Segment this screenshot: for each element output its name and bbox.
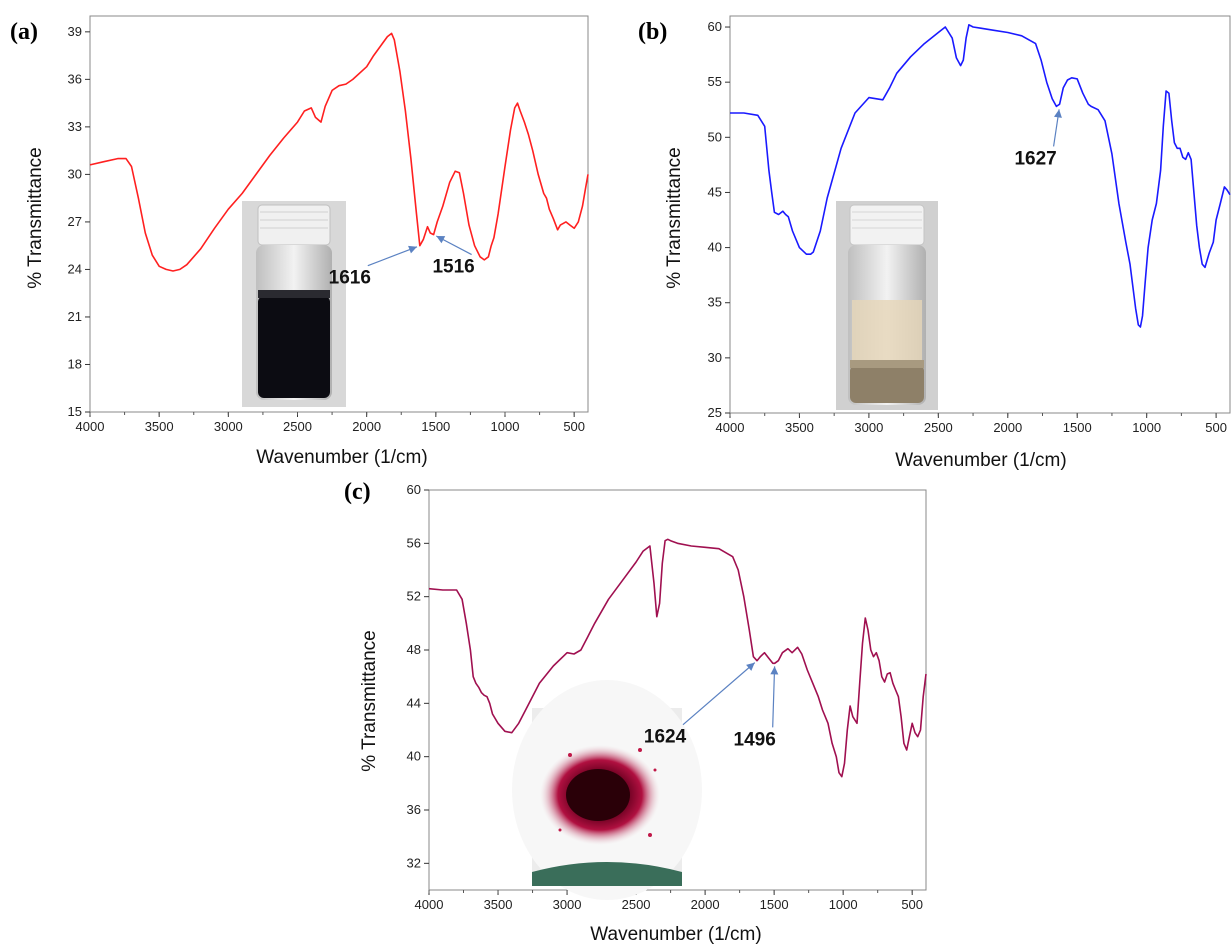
y-tick-label: 60 xyxy=(708,19,722,34)
y-tick-label: 18 xyxy=(68,356,82,371)
plot-border xyxy=(428,489,927,891)
y-tick-label: 15 xyxy=(68,404,82,419)
x-axis-title-c: Wavenumber (1/cm) xyxy=(590,924,761,945)
axis-ticks-b: 4000 3500 3000 2500 2000 1500 1000 500 25 30 35 40 4… xyxy=(708,19,1227,435)
x-tick-label: 500 xyxy=(1205,420,1227,435)
x-tick-label: 1000 xyxy=(829,897,858,912)
axis-ticks-a: 4000 3500 3000 2500 2000 1500 1000 500 15 18 21 24 2… xyxy=(68,24,585,434)
y-tick-label: 55 xyxy=(708,74,722,89)
y-tick-label: 33 xyxy=(68,119,82,134)
chart-panel-b: 4000 3500 3000 2500 2000 1500 1000 500 25 30 35 40 4… xyxy=(638,15,1231,471)
y-tick-label: 50 xyxy=(708,129,722,144)
x-tick-label: 2000 xyxy=(691,897,720,912)
panel-label-c: (c) xyxy=(344,479,371,505)
y-tick-label: 36 xyxy=(68,71,82,86)
y-tick-label: 25 xyxy=(708,405,722,420)
y-tick-label: 44 xyxy=(407,695,421,710)
x-tick-label: 4000 xyxy=(76,419,105,434)
y-tick-label: 32 xyxy=(407,855,421,870)
y-tick-label: 21 xyxy=(68,309,82,324)
x-tick-label: 3000 xyxy=(553,897,582,912)
y-tick-label: 48 xyxy=(407,642,421,657)
y-axis-title-b: % Transmittance xyxy=(664,147,685,289)
x-tick-label: 500 xyxy=(901,897,923,912)
x-tick-label: 3000 xyxy=(214,419,243,434)
plot-frame-c xyxy=(428,489,927,891)
axis-ticks-c: 4000 3500 3000 2500 2000 1500 1000 500 32 36 40 44 4… xyxy=(407,482,924,912)
annotation-arrow xyxy=(682,662,756,726)
y-tick-label: 27 xyxy=(68,214,82,229)
x-tick-label: 2500 xyxy=(924,420,953,435)
annotations-a: 1616 1516 xyxy=(329,235,475,289)
y-tick-label: 40 xyxy=(708,240,722,255)
y-tick-label: 30 xyxy=(708,350,722,365)
spectrum-line xyxy=(89,32,589,272)
y-tick-label: 24 xyxy=(68,261,82,276)
series-b xyxy=(730,24,1231,328)
chart-panel-c: 4000 3500 3000 2500 2000 1500 1000 500 32 36 40 44 4… xyxy=(344,479,927,945)
x-tick-label: 2500 xyxy=(622,897,651,912)
annotation-label: 1516 xyxy=(432,257,474,278)
x-tick-label: 1000 xyxy=(1132,420,1161,435)
annotation-label: 1616 xyxy=(329,268,371,289)
x-tick-label: 1500 xyxy=(421,419,450,434)
y-tick-label: 40 xyxy=(407,749,421,764)
y-tick-label: 36 xyxy=(407,802,421,817)
plot-frame-a xyxy=(89,15,589,413)
x-tick-label: 3000 xyxy=(854,420,883,435)
spectrum-line xyxy=(428,538,927,778)
y-tick-label: 60 xyxy=(407,482,421,497)
series-a xyxy=(89,32,589,272)
series-c xyxy=(428,538,927,778)
annotation-arrow xyxy=(772,666,776,728)
x-tick-label: 500 xyxy=(563,419,585,434)
plot-border xyxy=(729,15,1231,414)
y-tick-label: 52 xyxy=(407,589,421,604)
y-tick-label: 39 xyxy=(68,24,82,39)
x-tick-label: 1500 xyxy=(1063,420,1092,435)
spectrum-line xyxy=(730,24,1231,328)
annotation-arrowhead xyxy=(436,235,446,244)
x-tick-label: 1500 xyxy=(760,897,789,912)
x-tick-label: 3500 xyxy=(785,420,814,435)
x-axis-title-b: Wavenumber (1/cm) xyxy=(895,450,1066,471)
y-tick-label: 45 xyxy=(708,184,722,199)
x-tick-label: 4000 xyxy=(415,897,444,912)
plot-frame-b xyxy=(729,15,1231,414)
annotation-arrowhead xyxy=(408,245,417,254)
inset-photo-tan-powder-vial xyxy=(836,201,938,410)
x-tick-label: 3500 xyxy=(145,419,174,434)
y-tick-label: 35 xyxy=(708,295,722,310)
y-axis-title-a: % Transmittance xyxy=(25,147,46,289)
x-tick-label: 2500 xyxy=(283,419,312,434)
annotation-arrow xyxy=(367,246,418,267)
annotation-label: 1624 xyxy=(644,727,687,748)
inset-photo-red-dye-dish xyxy=(512,680,702,900)
inset-photo-black-powder-vial xyxy=(242,201,346,407)
x-tick-label: 4000 xyxy=(716,420,745,435)
chart-panel-a: 4000 3500 3000 2500 2000 1500 1000 500 15 18 21 24 2… xyxy=(10,15,589,468)
panel-label-b: (b) xyxy=(638,19,667,45)
annotations-c: 1624 1496 xyxy=(644,662,779,750)
annotations-b: 1627 xyxy=(1014,109,1062,169)
x-tick-label: 2000 xyxy=(993,420,1022,435)
y-tick-label: 56 xyxy=(407,535,421,550)
x-tick-label: 1000 xyxy=(491,419,520,434)
annotation-arrowhead xyxy=(746,662,755,671)
annotation-arrowhead xyxy=(770,666,779,675)
plot-border xyxy=(89,15,589,413)
annotation-label: 1496 xyxy=(734,729,776,750)
y-tick-label: 30 xyxy=(68,166,82,181)
x-tick-label: 2000 xyxy=(352,419,381,434)
annotation-label: 1627 xyxy=(1014,148,1056,169)
annotation-arrowhead xyxy=(1053,109,1062,118)
y-axis-title-c: % Transmittance xyxy=(359,630,380,772)
panel-label-a: (a) xyxy=(10,19,38,45)
x-axis-title-a: Wavenumber (1/cm) xyxy=(256,447,427,468)
x-tick-label: 3500 xyxy=(484,897,513,912)
